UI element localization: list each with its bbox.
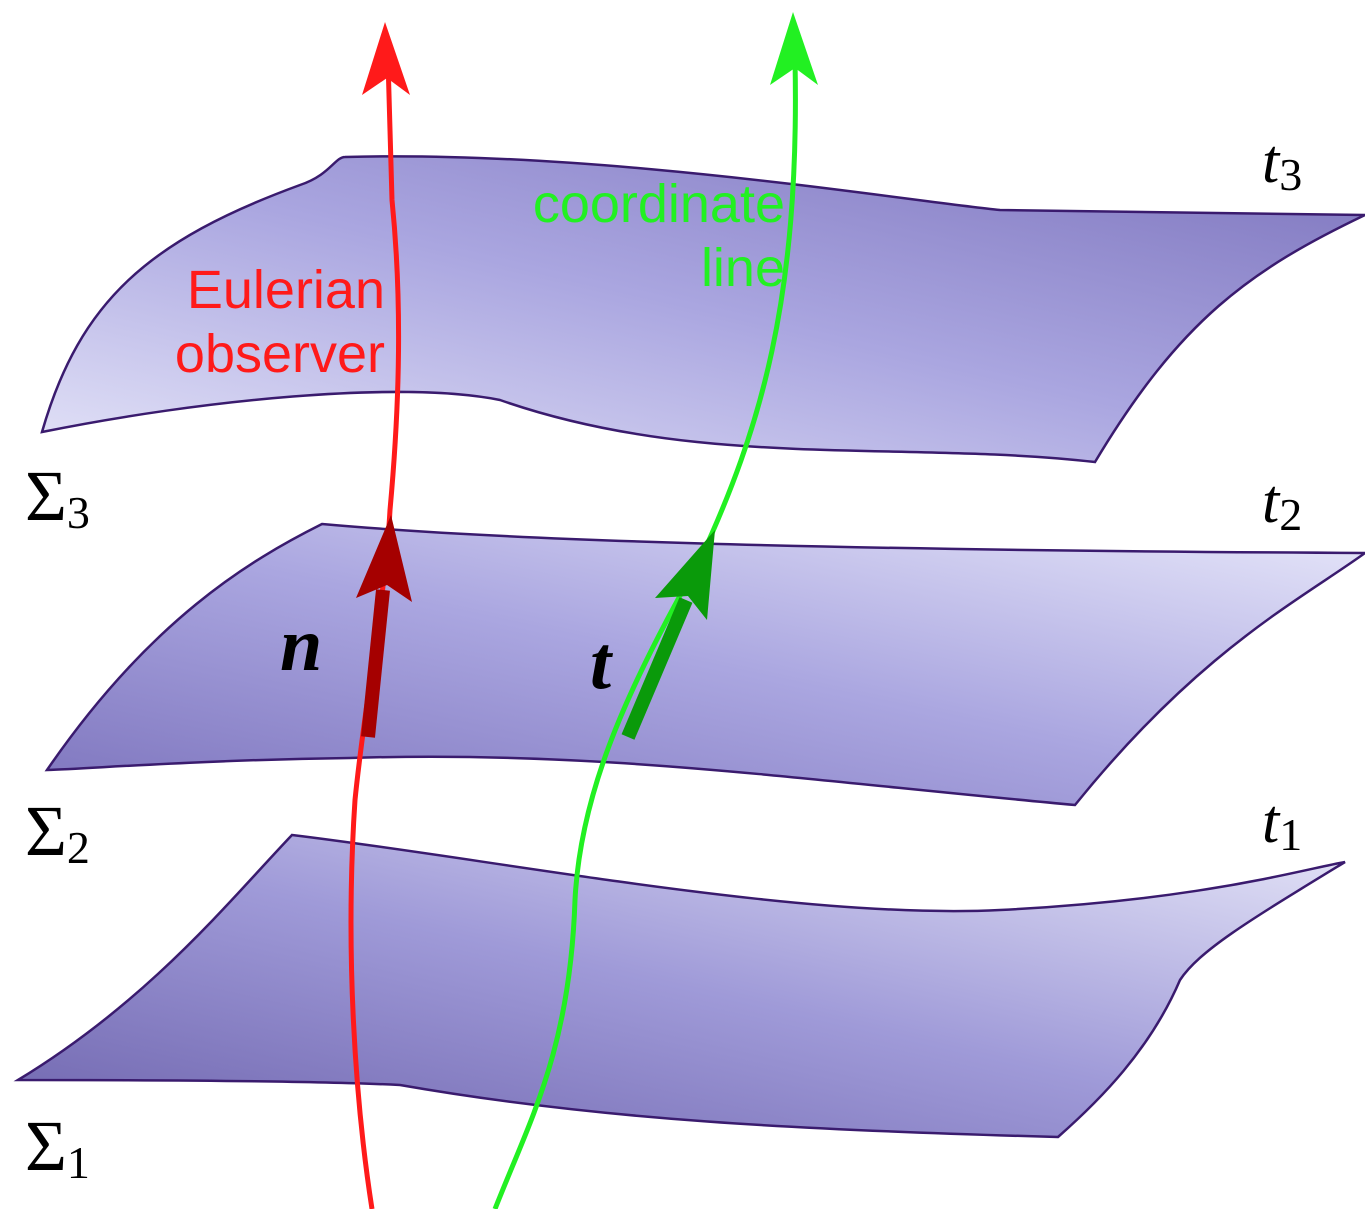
subscript: 2 <box>1279 489 1302 540</box>
symbol: Σ <box>25 456 67 536</box>
symbol: Σ <box>25 791 67 871</box>
symbol: t <box>1262 788 1281 856</box>
symbol: Σ <box>25 1106 67 1186</box>
symbol: t <box>1262 468 1281 536</box>
symbol: t <box>1262 128 1281 196</box>
time-label: t2 <box>1262 468 1302 540</box>
time-label: t1 <box>1262 788 1302 860</box>
arrowhead <box>362 22 410 95</box>
surface-label: Σ2 <box>25 791 90 873</box>
subscript: 1 <box>67 1137 90 1188</box>
diagram: Σ3 Σ2 Σ1 t3 t2 t1 Eulerian observer coor… <box>0 0 1365 1209</box>
curve-label: observer <box>175 324 385 384</box>
subscript: 2 <box>67 822 90 873</box>
vector-label: n <box>280 603 322 687</box>
curve-label: line <box>701 238 785 298</box>
curve-label: Eulerian <box>187 260 385 320</box>
time-label: t3 <box>1262 128 1302 200</box>
vector-label: t <box>590 621 614 705</box>
subscript: 3 <box>67 487 90 538</box>
surface-label: Σ1 <box>25 1106 90 1188</box>
surface <box>18 835 1345 1137</box>
surface-label: Σ3 <box>25 456 90 538</box>
subscript: 3 <box>1279 149 1302 200</box>
curve-label: coordinate <box>533 174 785 234</box>
subscript: 1 <box>1279 809 1302 860</box>
